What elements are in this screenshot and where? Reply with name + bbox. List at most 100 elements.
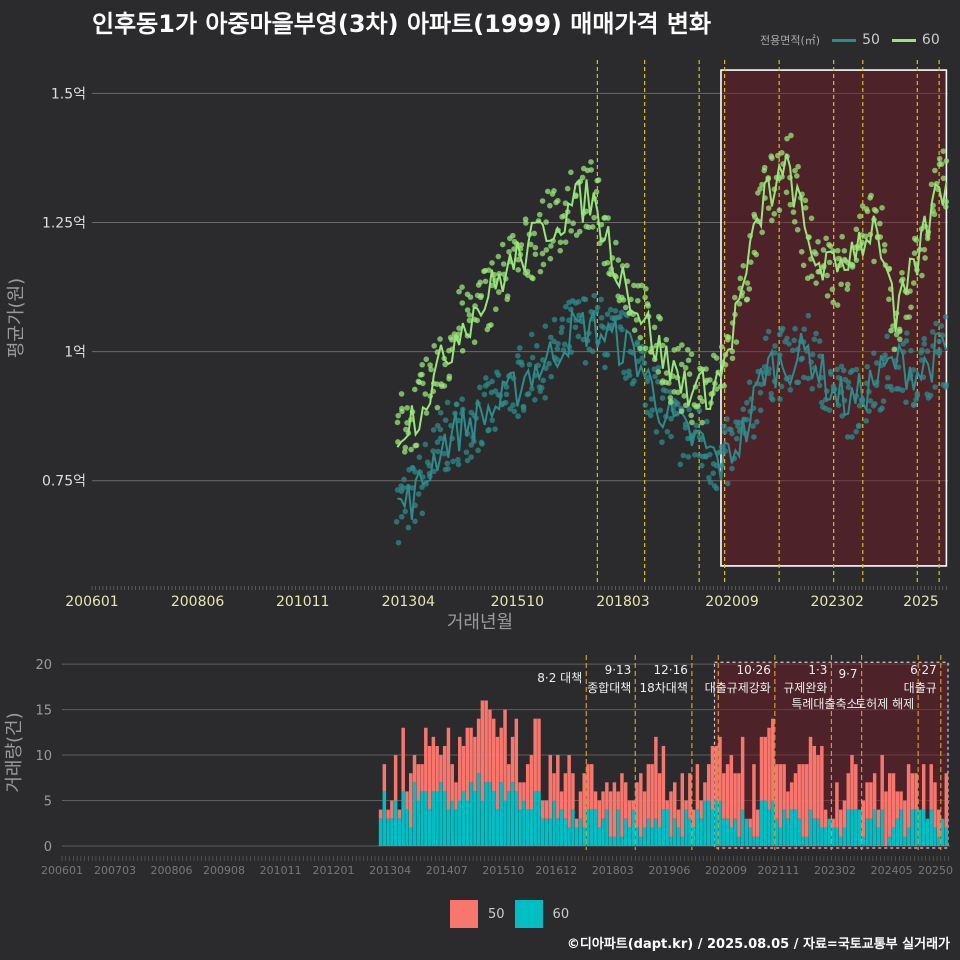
bar-60 [510, 782, 515, 846]
data-point [704, 418, 710, 425]
data-point [409, 485, 415, 491]
data-point [510, 232, 516, 239]
bar-60 [710, 809, 715, 846]
data-point [604, 259, 611, 266]
bar-60 [933, 827, 937, 846]
data-point [466, 317, 473, 324]
data-point [532, 251, 539, 258]
data-point [547, 255, 554, 262]
data-point [826, 259, 833, 266]
data-point [754, 419, 760, 425]
data-point [481, 391, 488, 398]
chart-title: 인후동1가 아중마을부영(3차) 아파트(1999) 매매가격 변화 [92, 10, 712, 38]
data-point [652, 373, 658, 380]
bar-50 [673, 782, 677, 819]
data-point [753, 251, 760, 258]
data-point [622, 304, 629, 311]
bar-60 [838, 836, 843, 846]
data-point [790, 209, 797, 215]
bar-50 [759, 736, 764, 801]
bar-50 [835, 782, 839, 828]
annotation-line1: 6·27 [910, 663, 937, 677]
bar-50 [412, 755, 417, 783]
bar-60 [503, 800, 507, 846]
bar-60 [793, 809, 798, 846]
data-point [870, 402, 877, 409]
bar-60 [680, 836, 685, 846]
data-point [423, 410, 430, 416]
bar-50 [431, 736, 436, 792]
bar-50 [820, 745, 824, 828]
data-point [729, 355, 736, 362]
data-point [740, 406, 747, 413]
bar-50 [616, 791, 620, 810]
data-point [484, 326, 491, 333]
data-point [913, 237, 920, 243]
data-point [579, 174, 586, 181]
bar-60 [869, 818, 873, 846]
bar-50 [767, 727, 771, 810]
bar-60 [684, 809, 688, 846]
data-point [931, 211, 938, 218]
data-point [868, 192, 874, 199]
data-point [802, 197, 809, 204]
data-point [707, 377, 713, 383]
data-point [706, 451, 713, 458]
data-point [772, 343, 778, 349]
data-point [404, 405, 410, 411]
data-point [408, 446, 414, 453]
bar-60 [906, 827, 911, 846]
bar-50 [495, 736, 500, 810]
bar-50 [661, 745, 666, 810]
bar-50 [755, 809, 760, 837]
annotation-line2: 대출규제강화 [705, 681, 771, 695]
data-point [728, 426, 734, 433]
data-point [506, 249, 512, 255]
data-point [528, 331, 535, 338]
y-tick-label: 0.75억 [42, 474, 86, 490]
x-tick-label: 202009 [705, 594, 758, 610]
data-point [674, 401, 681, 407]
data-point [733, 435, 740, 442]
bar-60 [805, 836, 809, 846]
data-point [686, 406, 692, 413]
data-point [830, 299, 837, 306]
bar-60 [397, 818, 402, 846]
bar-60 [748, 827, 752, 846]
data-point [633, 317, 640, 323]
data-point [693, 422, 700, 429]
data-point [743, 296, 750, 303]
bar-x-tick-label: 200806 [151, 864, 193, 877]
bar-60 [495, 809, 500, 846]
bar-50 [514, 718, 519, 792]
bar-50 [684, 800, 688, 810]
bar-60 [729, 827, 734, 846]
legend-swatch-50 [832, 38, 857, 42]
data-point [834, 302, 841, 308]
data-point [546, 360, 552, 367]
data-point [829, 286, 836, 293]
data-point [706, 474, 712, 481]
data-point [405, 524, 412, 531]
bar-x-tick-label: 200908 [203, 864, 245, 877]
legend-bottom-label-50: 50 [488, 906, 505, 922]
data-point [824, 272, 830, 279]
data-point [659, 439, 665, 445]
data-point [713, 355, 720, 361]
annotation-line2: 규제완화 [783, 681, 827, 695]
bar-50 [480, 700, 485, 801]
data-point [626, 372, 633, 379]
data-point [532, 397, 538, 403]
data-point [849, 367, 856, 374]
bar-60 [699, 818, 703, 846]
data-point [634, 341, 640, 348]
bar-50 [510, 736, 515, 783]
bar-50 [722, 773, 726, 819]
bar-60 [714, 800, 718, 846]
bar-60 [706, 800, 711, 846]
data-point [729, 465, 735, 472]
bar-x-tick-label: 202009 [705, 864, 747, 877]
data-point [419, 510, 426, 517]
bar-50 [450, 764, 454, 801]
